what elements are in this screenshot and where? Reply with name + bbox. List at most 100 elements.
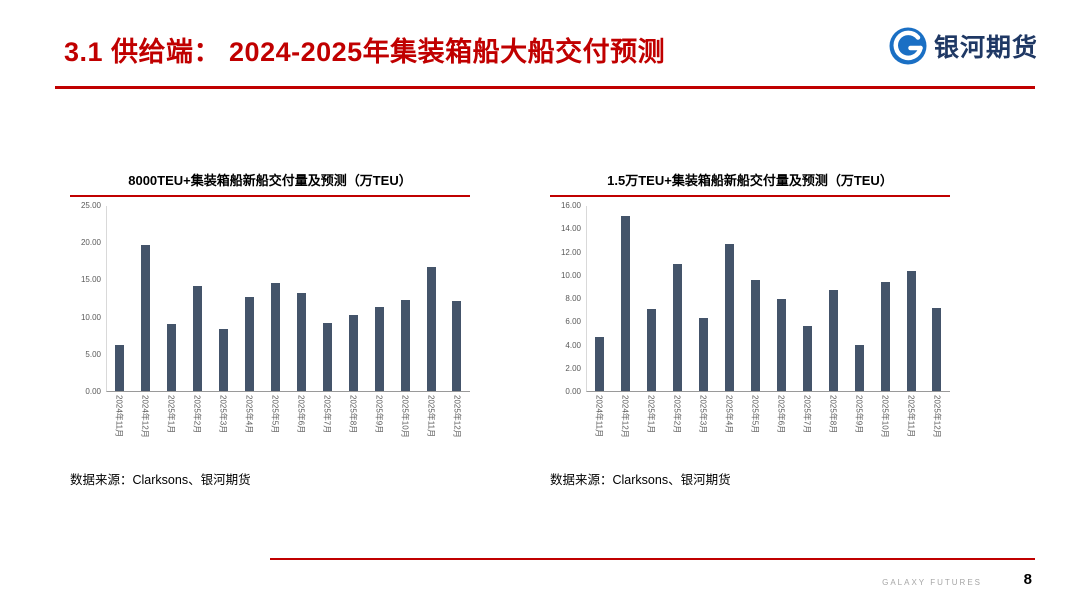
bar [880, 282, 890, 391]
x-slot: 2025年11月 [418, 392, 444, 455]
x-slot: 2025年5月 [262, 392, 288, 455]
x-axis-label: 2025年11月 [426, 395, 436, 438]
plot [106, 206, 470, 392]
x-slot: 2025年10月 [872, 392, 898, 455]
y-axis-tick-label: 15.00 [80, 275, 101, 285]
chart-title-underline [550, 195, 950, 197]
y-axis-tick-label: 4.00 [565, 340, 581, 350]
bar-slot [185, 206, 211, 391]
x-slot: 2025年10月 [392, 392, 418, 455]
x-slot: 2025年1月 [158, 392, 184, 455]
x-slot: 2024年12月 [132, 392, 158, 455]
x-axis-label: 2025年5月 [270, 395, 280, 434]
x-axis-label: 2025年4月 [244, 395, 254, 434]
bar [776, 298, 786, 391]
x-axis-label: 2024年11月 [114, 395, 124, 438]
x-slot: 2024年12月 [612, 392, 638, 455]
bar [673, 263, 683, 391]
footer-brand: GALAXY FUTURES [882, 578, 982, 587]
bar-slot [133, 206, 159, 391]
header-divider [55, 86, 1035, 89]
bar-slot [639, 206, 665, 391]
bar-slot [418, 206, 444, 391]
galaxy-sphere-icon [889, 27, 927, 65]
bar-slot [613, 206, 639, 391]
x-slot: 2025年2月 [664, 392, 690, 455]
bar-slot [263, 206, 289, 391]
y-axis-tick-label: 14.00 [560, 224, 581, 234]
bar-slot [924, 206, 950, 391]
x-slot: 2025年6月 [768, 392, 794, 455]
x-slot: 2025年7月 [794, 392, 820, 455]
page-number: 8 [1023, 571, 1032, 588]
bar-slot [314, 206, 340, 391]
bar-slot [794, 206, 820, 391]
footer-divider [270, 558, 1035, 560]
y-axis-tick-label: 12.00 [560, 247, 581, 257]
x-axis-label: 2025年2月 [672, 395, 682, 434]
x-axis-label: 2025年6月 [776, 395, 786, 434]
bar [802, 326, 812, 391]
x-slot: 2025年5月 [742, 392, 768, 455]
bar [400, 299, 410, 391]
x-axis-label: 2025年3月 [218, 395, 228, 434]
bar [270, 282, 280, 391]
x-axis-label: 2024年11月 [594, 395, 604, 438]
chart-8000teu-deliveries: 8000TEU+集装箱船新船交付量及预测（万TEU） 25.00 20.00 15.… [70, 170, 470, 488]
y-axis: 16.00 14.00 12.00 10.00 8.00 6.00 4.00 2.00 0.00 [550, 202, 586, 396]
x-slot: 2025年8月 [340, 392, 366, 455]
x-axis-label: 2025年8月 [828, 395, 838, 434]
bar [854, 344, 864, 391]
bar-slot [444, 206, 470, 391]
bar-slot [587, 206, 613, 391]
x-axis-label: 2025年10月 [400, 395, 410, 438]
bar [245, 297, 255, 391]
x-axis-label: 2025年6月 [296, 395, 306, 434]
x-axis-label: 2025年2月 [192, 395, 202, 434]
bar [219, 328, 229, 391]
y-axis-tick-label: 10.00 [560, 270, 581, 280]
charts-row: 8000TEU+集装箱船新船交付量及预测（万TEU） 25.00 20.00 15.… [70, 170, 950, 488]
data-source: 数据来源：Clarksons、银河期货 [550, 473, 731, 487]
bar-slot [898, 206, 924, 391]
x-slot: 2025年2月 [184, 392, 210, 455]
slide-header: 3.1 供给端： 2024-2025年集装箱船大船交付预测 [64, 30, 665, 69]
bar [141, 245, 151, 391]
x-slot: 2025年4月 [716, 392, 742, 455]
bar [595, 336, 605, 391]
x-axis-label: 2024年12月 [620, 395, 630, 438]
bar [906, 270, 916, 391]
logo-text: 银河期货 [933, 34, 1038, 62]
x-slot: 2025年6月 [288, 392, 314, 455]
x-axis-label: 2025年3月 [698, 395, 708, 434]
y-axis-tick-label: 8.00 [565, 294, 581, 303]
bar-slot [392, 206, 418, 391]
bar-slot [288, 206, 314, 391]
bar [322, 322, 332, 391]
bar [296, 293, 306, 391]
bar [699, 318, 709, 391]
chart-title: 8000TEU+集装箱船新船交付量及预测（万TEU） [128, 173, 412, 188]
x-slot: 2025年1月 [638, 392, 664, 455]
x-axis-label: 2025年10月 [880, 395, 890, 438]
chart-15k-teu-deliveries: 1.5万TEU+集装箱船新船交付量及预测（万TEU） 16.00 14.00 12.… [550, 170, 950, 488]
plot [586, 206, 950, 392]
x-axis: 2024年11月 2024年12月 2025年1月 2025年2月 2025年3月 202… [106, 392, 470, 455]
bar [115, 345, 125, 391]
y-axis-tick-label: 20.00 [80, 238, 101, 248]
bar-slot [717, 206, 743, 391]
x-axis-label: 2025年1月 [166, 395, 176, 434]
bar-slot [846, 206, 872, 391]
y-axis-tick-label: 0.00 [565, 387, 581, 396]
x-slot: 2025年7月 [314, 392, 340, 455]
x-axis-label: 2024年12月 [140, 395, 150, 438]
x-slot: 2025年12月 [444, 392, 470, 455]
x-slot: 2025年12月 [924, 392, 950, 455]
y-axis-tick-label: 5.00 [85, 349, 101, 359]
x-axis-label: 2025年11月 [906, 395, 916, 438]
y-axis-tick-label: 16.00 [560, 201, 581, 210]
y-axis-tick-label: 2.00 [565, 363, 581, 373]
bar [828, 290, 838, 391]
y-axis: 25.00 20.00 15.00 10.00 5.00 0.00 [70, 202, 106, 396]
x-slot: 2025年3月 [210, 392, 236, 455]
